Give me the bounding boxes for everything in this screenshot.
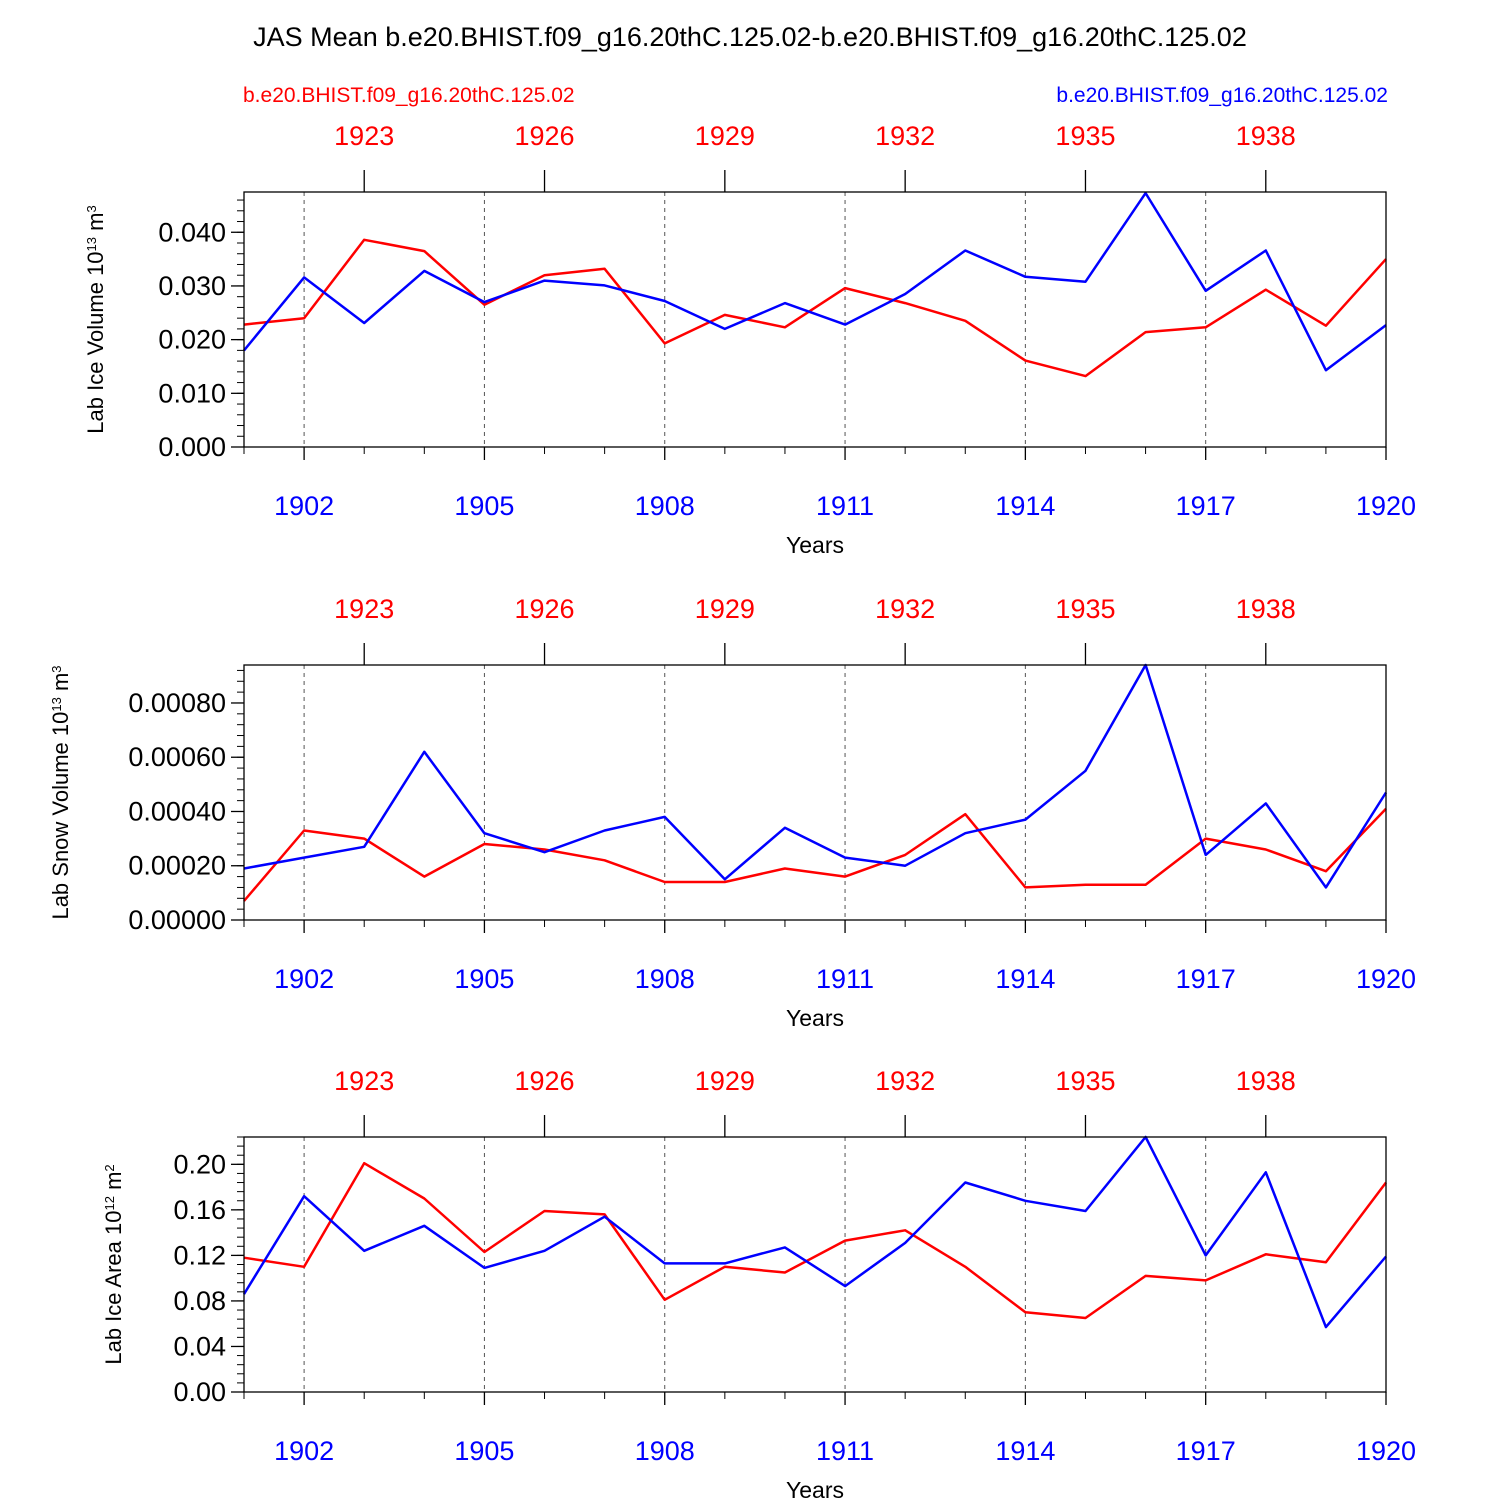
panel-3: 0.00 0.04 0.08 0.12 0.16 0.20 1902 1905 1908 1911… <box>101 1066 1416 1500</box>
x-tick-label-top: 1935 <box>1055 1066 1115 1096</box>
x-tick-label-top: 1923 <box>334 1066 394 1096</box>
x-tick-label-bottom: 1914 <box>995 964 1055 994</box>
y-tick-label: 0.12 <box>173 1240 226 1270</box>
x-tick-label-top: 1938 <box>1236 594 1296 624</box>
x-axis-title: Years <box>786 1477 844 1500</box>
y-axis-title-part: m <box>48 673 73 697</box>
y-tick-label: 0.030 <box>158 271 226 301</box>
x-tick-label-bottom: 1911 <box>816 1436 874 1466</box>
y-tick-label: 0.00020 <box>128 851 226 881</box>
legend-right-label: b.e20.BHIST.f09_g16.20thC.125.02 <box>1056 84 1388 107</box>
x-tick-label-top: 1938 <box>1236 121 1296 151</box>
y-axis-title-part: Lab Ice Volume 10 <box>83 251 108 433</box>
x-tick-label-top: 1926 <box>514 121 574 151</box>
x-tick-label-bottom: 1917 <box>1176 964 1236 994</box>
x-tick-label-bottom: 1905 <box>454 964 514 994</box>
y-axis-title-part: m <box>101 1172 126 1196</box>
x-tick-label-bottom: 1908 <box>635 964 695 994</box>
x-tick-label-bottom: 1908 <box>635 491 695 521</box>
y-tick-label: 0.00080 <box>128 688 226 718</box>
x-tick-label-bottom: 1902 <box>274 1436 334 1466</box>
x-tick-label-top: 1932 <box>875 121 935 151</box>
x-tick-label-bottom: 1905 <box>454 491 514 521</box>
x-tick-label-top: 1935 <box>1055 121 1115 151</box>
x-tick-label-top: 1929 <box>695 121 755 151</box>
x-tick-label-bottom: 1908 <box>635 1436 695 1466</box>
x-tick-label-bottom: 1920 <box>1356 1436 1416 1466</box>
plot-frame <box>243 664 1387 921</box>
red-series-line <box>243 1161 1387 1320</box>
y-tick-label: 0.04 <box>173 1331 226 1361</box>
figure-title: JAS Mean b.e20.BHIST.f09_g16.20thC.125.0… <box>253 22 1247 52</box>
x-tick-label-top: 1935 <box>1055 594 1115 624</box>
x-tick-label-top: 1929 <box>695 1066 755 1096</box>
y-axis-title-part: Lab Ice Area 10 <box>101 1211 126 1365</box>
x-tick-label-top: 1938 <box>1236 1066 1296 1096</box>
x-tick-label-bottom: 1917 <box>1176 1436 1236 1466</box>
red-series-line <box>243 807 1387 902</box>
y-axis-title-part: Lab Snow Volume 10 <box>48 712 73 920</box>
red-series-line <box>243 238 1387 378</box>
x-tick-label-bottom: 1917 <box>1176 491 1236 521</box>
x-tick-label-bottom: 1902 <box>274 491 334 521</box>
x-tick-label-bottom: 1914 <box>995 491 1055 521</box>
legend-left-label: b.e20.BHIST.f09_g16.20thC.125.02 <box>243 84 575 107</box>
x-tick-label-top: 1926 <box>514 1066 574 1096</box>
x-axis-title: Years <box>786 532 844 558</box>
x-tick-label-bottom: 1905 <box>454 1436 514 1466</box>
y-tick-label: 0.010 <box>158 378 226 408</box>
blue-series-line <box>243 191 1387 372</box>
y-tick-label: 0.20 <box>173 1149 226 1179</box>
x-tick-label-top: 1923 <box>334 121 394 151</box>
blue-series-line <box>242 1135 1387 1329</box>
y-axis-title-superscript: 3 <box>49 665 64 672</box>
x-tick-label-top: 1932 <box>875 594 935 624</box>
x-axis-title: Years <box>786 1005 844 1031</box>
panel-1: 0.000 0.010 0.020 0.030 0.040 1902 1905 1908 191… <box>83 121 1416 558</box>
x-tick-label-bottom: 1914 <box>995 1436 1055 1466</box>
x-tick-label-bottom: 1920 <box>1356 491 1416 521</box>
y-tick-label: 0.08 <box>173 1286 226 1316</box>
y-axis-title: Lab Ice Area 1012 m2 <box>101 1164 126 1364</box>
x-tick-label-bottom: 1920 <box>1356 964 1416 994</box>
y-tick-label: 0.000 <box>158 432 226 462</box>
y-axis-title: Lab Ice Volume 1013 m3 <box>83 205 108 433</box>
panels: 0.000 0.010 0.020 0.030 0.040 1902 1905 1908 191… <box>48 121 1416 1500</box>
x-tick-label-top: 1923 <box>334 594 394 624</box>
x-tick-label-top: 1929 <box>695 594 755 624</box>
y-axis-title-superscript: 2 <box>102 1164 117 1171</box>
y-tick-label: 0.020 <box>158 325 226 355</box>
y-tick-label: 0.040 <box>158 217 226 247</box>
plot-frame <box>243 1136 1387 1393</box>
y-axis-title-superscript: 12 <box>102 1196 117 1210</box>
y-tick-label: 0.00040 <box>128 796 226 826</box>
panel-2: 0.00000 0.00020 0.00040 0.00060 0.00080 1902 1… <box>48 594 1416 1031</box>
y-axis-title: Lab Snow Volume 1013 m3 <box>48 665 73 919</box>
y-tick-label: 0.00060 <box>128 742 226 772</box>
x-tick-label-bottom: 1902 <box>274 964 334 994</box>
x-tick-label-bottom: 1911 <box>816 964 874 994</box>
plot-frame <box>243 191 1387 448</box>
y-axis-title-superscript: 13 <box>84 237 99 251</box>
y-tick-label: 0.00 <box>173 1377 226 1407</box>
x-tick-label-top: 1932 <box>875 1066 935 1096</box>
blue-series-line <box>243 663 1388 889</box>
x-tick-label-bottom: 1911 <box>816 491 874 521</box>
y-axis-title-part: m <box>83 213 108 237</box>
y-tick-label: 0.16 <box>173 1195 226 1225</box>
y-axis-title-superscript: 13 <box>49 697 64 711</box>
y-axis-title-superscript: 3 <box>84 205 99 212</box>
y-tick-label: 0.00000 <box>128 905 226 935</box>
x-tick-label-top: 1926 <box>514 594 574 624</box>
